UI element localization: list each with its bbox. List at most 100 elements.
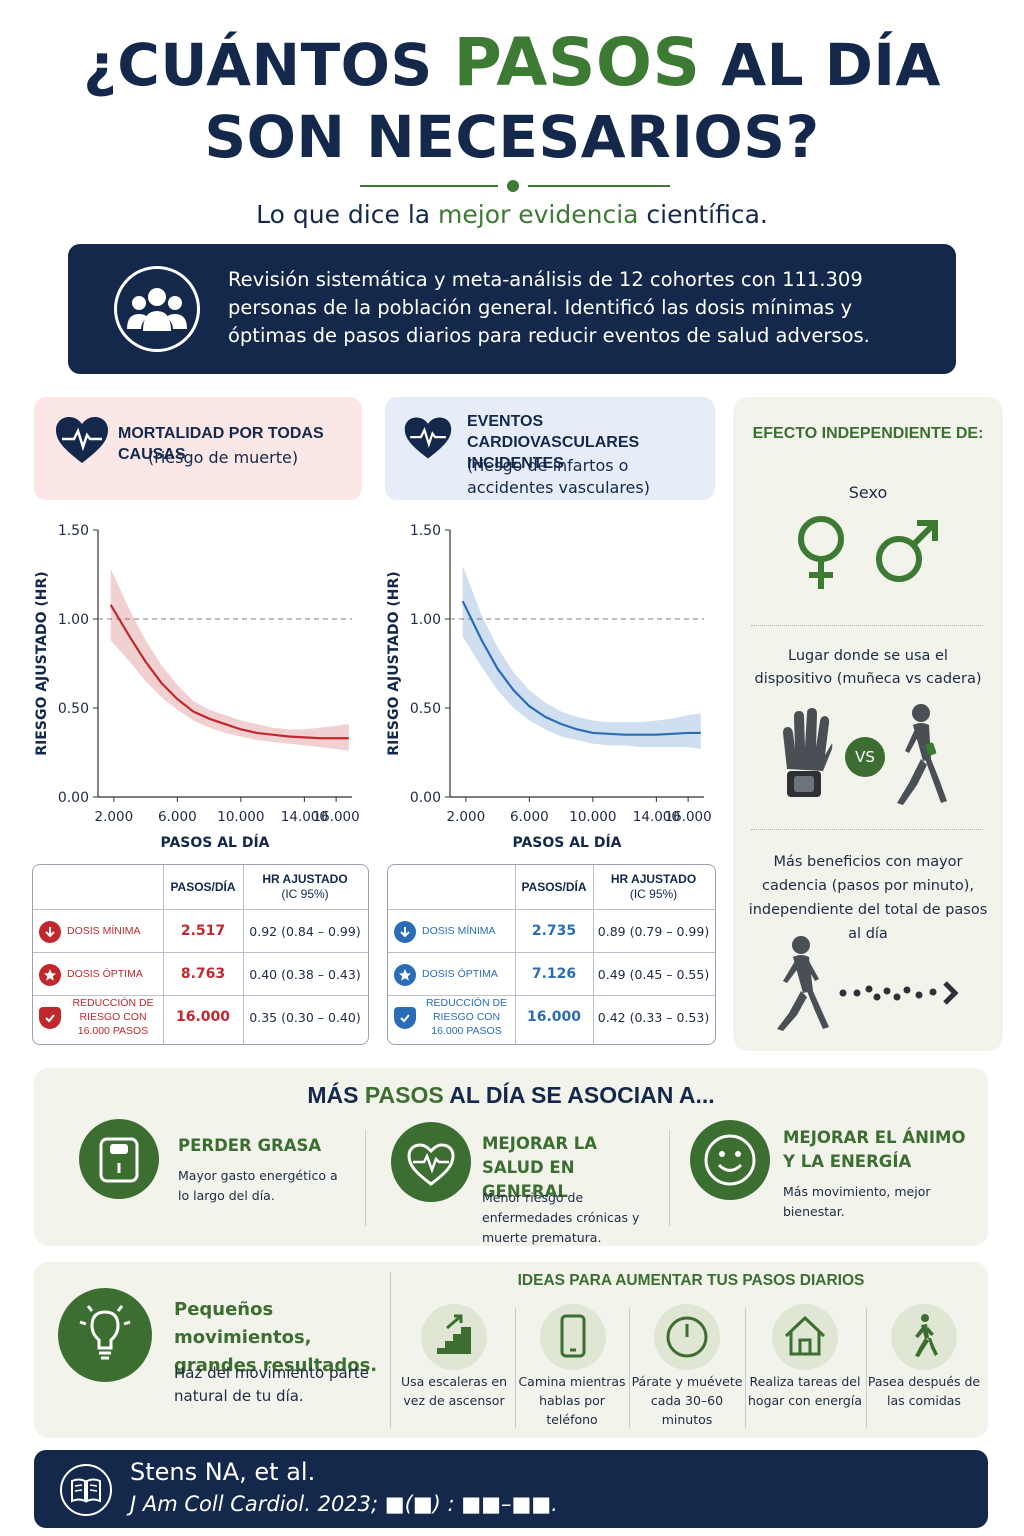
row-label: REDUCCIÓN DE RIESGO CON 16.000 PASOS [72,997,154,1037]
benefits-section: MÁS PASOS AL DÍA SE ASOCIAN A... PERDER … [34,1068,988,1246]
row-steps: 7.126 [531,966,577,982]
row-hr: 0.40 (0.38 – 0.43) [249,966,361,982]
y-tick-label: 1.50 [58,523,89,539]
subtitle-part: Lo que dice la [256,200,439,229]
page-subtitle: Lo que dice la mejor evidencia científic… [0,200,1024,229]
smile-icon [690,1120,770,1200]
idea-label-clock: Párate y muévete cada 30–60 minutos [631,1374,743,1427]
x-tick-label: 6.000 [158,809,197,825]
star-icon [39,963,61,986]
x-tick-label: 14.000 [281,809,328,825]
cardiovascular-subtitle: (riesgo de infartos o accidentes vascula… [467,456,650,497]
row-steps: 16.000 [526,1009,582,1025]
citation-footer: Stens NA, et al. J Am Coll Cardiol. 2023… [34,1450,988,1528]
x-tick-label: 2.000 [95,809,134,825]
heart-pulse-icon [391,1122,471,1202]
y-tick-label: 1.50 [410,523,441,539]
tagline-desc: Haz del movimiento parte natural de tu d… [174,1364,369,1405]
series-line [109,604,349,740]
benefit-desc-fat: Mayor gasto energético a lo largo del dí… [178,1168,338,1203]
mortality-chart: 0.00 0.50 1.00 1.50 2.000 6.000 10.000 14.000 16… [30,515,366,855]
heart-pulse-icon [56,417,108,463]
cardiovascular-chart: 0.00 0.50 1.00 1.50 2.000 6.000 10.000 14.000 16… [382,515,718,855]
row-hr: 0.49 (0.45 – 0.55) [597,966,710,982]
series-line [461,600,701,736]
intro-text: Revisión sistemática y meta-análisis de … [228,268,870,347]
y-tick-label: 0.00 [410,790,441,806]
row-label: DOSIS ÓPTIMA [422,968,498,980]
confidence-band [110,569,349,751]
benefit-title-mood: MEJORAR EL ÁNIMO Y LA ENERGÍA [783,1128,966,1171]
heading-part: AL DÍA SE ASOCIAN A... [443,1082,715,1108]
row-hr: 0.92 (0.84 – 0.99) [249,923,361,939]
hip-device-walker-icon [897,704,947,805]
cardiovascular-table: PASOS/DÍA HR AJUSTADO (IC 95%) DOSIS MÍNIMA… [387,864,716,1045]
heart-pulse-icon [404,417,452,459]
tagline-title: Pequeños movimientos, grandes resultados… [174,1299,378,1376]
x-axis-label: PASOS AL DÍA [512,834,621,851]
title-part: ¿CUÁNTOS [83,31,454,99]
y-axis-label: RIESGO AJUSTADO (HR) [386,571,402,755]
phone-icon [540,1304,606,1370]
heading-part: MÁS [307,1082,365,1108]
benefit-title-fat: PERDER GRASA [178,1136,322,1155]
down-arrow-icon [394,920,416,943]
vs-label: VS [855,748,875,766]
row-steps: 8.763 [180,966,226,982]
benefit-desc-mood: Más movimiento, mejor bienestar. [783,1184,931,1219]
table-row: DOSIS MÍNIMA 2.517 0.92 (0.84 – 0.99) [33,909,368,952]
table-row: DOSIS ÓPTIMA 7.126 0.49 (0.45 – 0.55) [388,952,715,995]
ideas-heading: IDEAS PARA AUMENTAR TUS PASOS DIARIOS [517,1272,865,1289]
stairs-icon [421,1304,487,1370]
table-row: REDUCCIÓN DE RIESGO CON 16.000 PASOS 16.0… [388,995,715,1038]
x-tick-label: 16.000 [313,809,360,825]
row-label: DOSIS MÍNIMA [422,925,496,937]
benefit-title-health: MEJORAR LA SALUD EN GENERAL [482,1134,598,1201]
people-group-icon [114,266,200,352]
x-tick-label: 2.000 [447,809,486,825]
ideas-section: Pequeños movimientos, grandes resultados… [34,1262,988,1438]
cardiovascular-title: EVENTOS CARDIOVASCULARES INCIDENTES [467,413,640,472]
female-symbol-icon [798,516,844,589]
table-header: PASOS/DÍA HR AJUSTADO (IC 95%) [388,865,715,909]
row-steps: 2.517 [180,923,226,939]
vs-badge: VS [845,737,885,777]
lightbulb-icon [58,1288,152,1382]
row-label: DOSIS ÓPTIMA [67,968,143,980]
title-highlight: PASOS [453,24,701,101]
row-steps: 16.000 [175,1009,231,1025]
citation-journal: J Am Coll Cardiol. 2023; ■(■) : ■■–■■. [130,1492,558,1516]
sex-label: Sexo [848,483,888,502]
device-label: Lugar donde se usa el dispositivo (muñec… [754,648,982,687]
title-part: AL DÍA [700,31,941,99]
row-label: REDUCCIÓN DE RIESGO CON 16.000 PASOS [425,997,508,1037]
y-axis-label: RIESGO AJUSTADO (HR) [34,571,50,755]
header-hr: HR AJUSTADO (IC 95%) [262,872,348,901]
male-symbol-icon [876,520,938,582]
confidence-band [462,565,701,749]
independent-effect-panel: EFECTO INDEPENDIENTE DE: Sexo Lugar dond… [733,397,1003,1051]
star-icon [394,963,416,986]
subtitle-highlight: mejor evidencia [438,200,639,229]
idea-label-house: Realiza tareas del hogar con energía [748,1374,862,1408]
x-axis-label: PASOS AL DÍA [160,834,269,851]
y-tick-label: 0.00 [58,790,89,806]
y-tick-label: 0.50 [58,701,89,717]
walker-cadence-icon [777,936,959,1031]
header-steps: PASOS/DÍA [170,879,236,894]
mortality-title: MORTALIDAD POR TODAS CAUSAS [118,425,324,463]
x-tick-label: 16.000 [665,809,712,825]
cardiovascular-header-card: EVENTOS CARDIOVASCULARES INCIDENTES (rie… [385,397,715,500]
row-hr: 0.42 (0.33 – 0.53) [597,1009,710,1025]
table-row: DOSIS ÓPTIMA 8.763 0.40 (0.38 – 0.43) [33,952,368,995]
mortality-subtitle: (riesgo de muerte) [148,448,299,467]
mortality-table: PASOS/DÍA HR AJUSTADO (IC 95%) DOSIS MÍNIMA… [32,864,369,1045]
x-tick-label: 6.000 [510,809,549,825]
heading-highlight: PASOS [364,1082,444,1108]
house-icon [772,1304,838,1370]
row-hr: 0.89 (0.79 – 0.99) [597,923,710,939]
idea-label-phone: Camina mientras hablas por teléfono [518,1374,626,1427]
y-tick-label: 0.50 [410,701,441,717]
table-header: PASOS/DÍA HR AJUSTADO (IC 95%) [33,865,368,909]
clock-icon [654,1304,720,1370]
